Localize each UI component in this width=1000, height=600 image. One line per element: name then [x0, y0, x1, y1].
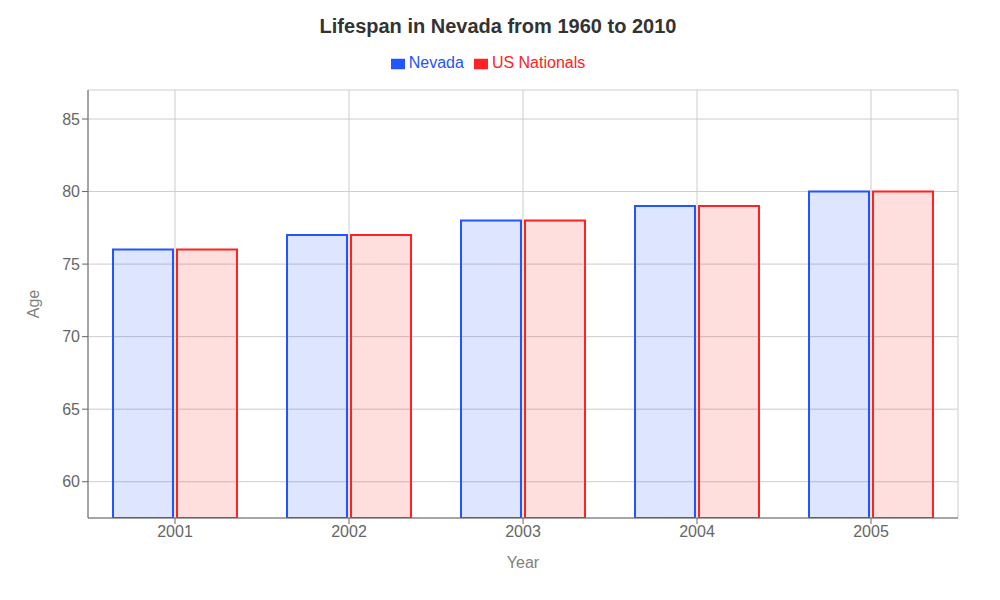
- svg-text:2001: 2001: [157, 523, 193, 540]
- svg-text:85: 85: [62, 111, 80, 128]
- svg-text:80: 80: [62, 183, 80, 200]
- svg-text:Year: Year: [507, 554, 540, 571]
- svg-text:75: 75: [62, 256, 80, 273]
- html-text:Nevada: Nevada: [408, 54, 464, 71]
- html-text:Lifespan in Nevada from 1960 t: Lifespan in Nevada from 1960 to 2010: [319, 15, 677, 37]
- svg-text:60: 60: [62, 473, 80, 490]
- svg-text:65: 65: [62, 401, 80, 418]
- svg-text:2004: 2004: [679, 523, 715, 540]
- svg-text:2002: 2002: [331, 523, 367, 540]
- svg-text:2003: 2003: [505, 523, 541, 540]
- svg-text:70: 70: [62, 328, 80, 345]
- svg-text:Age: Age: [25, 290, 42, 319]
- svg-text:2005: 2005: [853, 523, 889, 540]
- html-text:US Nationals: US Nationals: [491, 54, 586, 71]
